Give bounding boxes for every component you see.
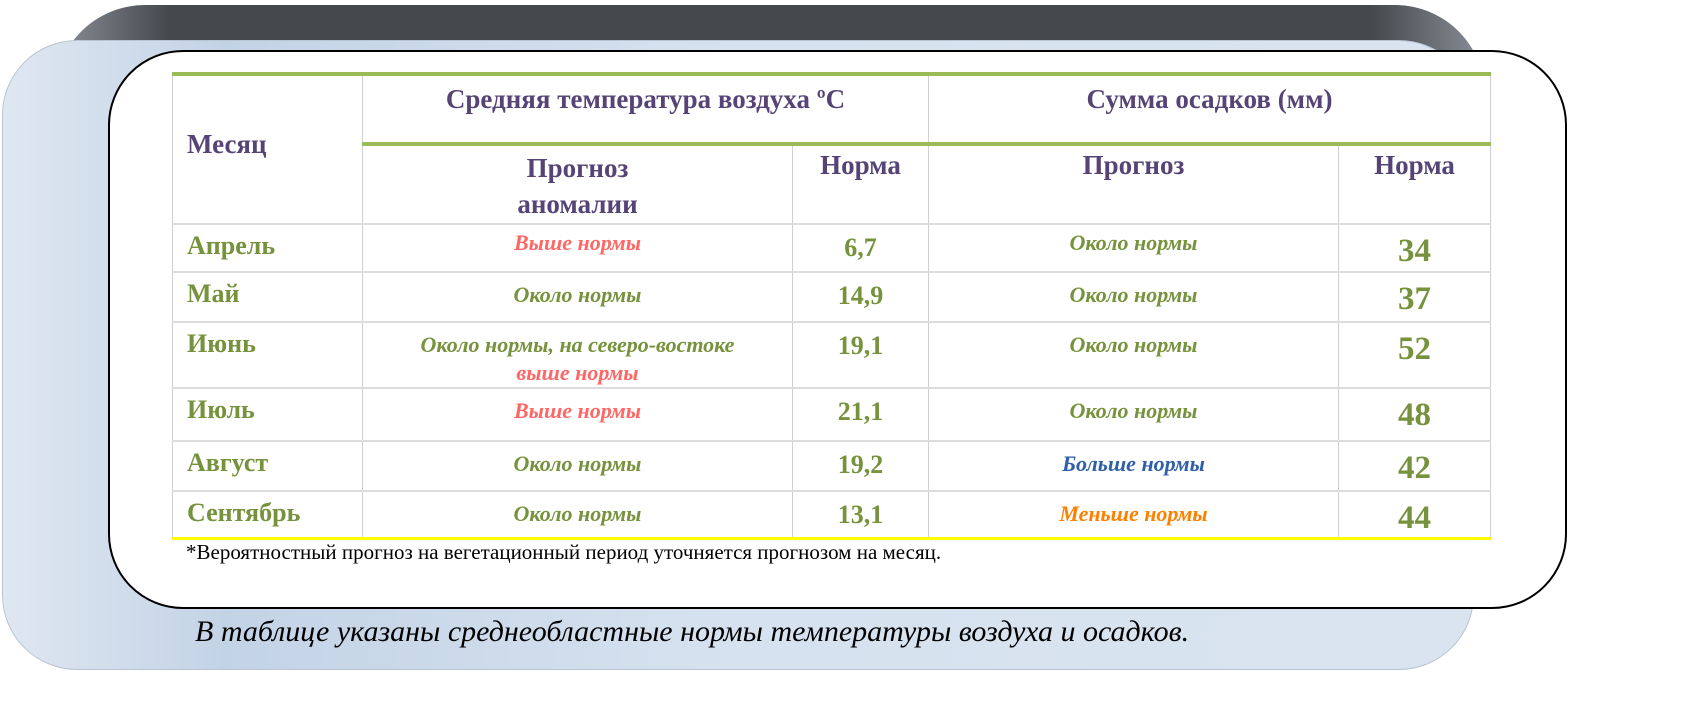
table-row: Май Около нормы 14,9 Около нормы 37 xyxy=(172,271,1492,323)
temp-norm-cell: 14,9 xyxy=(792,271,929,323)
temp-forecast-line2: выше нормы xyxy=(516,360,639,385)
table-row: Июль Выше нормы 21,1 Около нормы 48 xyxy=(172,387,1492,442)
precip-forecast-cell: Меньше нормы xyxy=(928,490,1339,540)
temp-norm-cell: 6,7 xyxy=(792,223,929,273)
temp-forecast-cell: Около нормы xyxy=(362,490,793,540)
table-row: Август Около нормы 19,2 Больше нормы 42 xyxy=(172,440,1492,492)
table-row: Сентябрь Около нормы 13,1 Меньше нормы 4… xyxy=(172,490,1492,540)
precip-forecast-cell: Около нормы xyxy=(928,321,1339,389)
precip-forecast-cell: Больше нормы xyxy=(928,440,1339,492)
precip-norm-cell: 42 xyxy=(1337,440,1492,492)
month-cell: Июль xyxy=(172,387,363,442)
header-temperature: Средняя температура воздуха ºC xyxy=(362,72,929,146)
month-cell: Август xyxy=(172,440,363,492)
forecast-table: Месяц Средняя температура воздуха ºC Сум… xyxy=(172,72,1492,540)
precip-forecast-cell: Около нормы xyxy=(928,271,1339,323)
header-norm-precip: Норма xyxy=(1337,143,1492,225)
header-precipitation: Сумма осадков (мм) xyxy=(927,72,1492,146)
month-cell: Сентябрь xyxy=(172,490,363,540)
precip-norm-cell: 37 xyxy=(1337,271,1492,323)
footnote: *Вероятностный прогноз на вегетационный … xyxy=(186,540,942,564)
header-forecast-anomaly: Прогноз аномалии xyxy=(362,143,793,225)
temp-forecast-cell: Выше нормы xyxy=(362,223,793,273)
table-row: Апрель Выше нормы 6,7 Около нормы 34 xyxy=(172,223,1492,273)
precip-forecast-cell: Около нормы xyxy=(928,387,1339,442)
table-row: Июнь Около нормы, на северо-востоке выше … xyxy=(172,321,1492,389)
precip-norm-cell: 52 xyxy=(1337,321,1492,389)
month-cell: Июнь xyxy=(172,321,363,389)
temp-forecast-line1: Около нормы, на северо-востоке xyxy=(420,332,735,357)
temp-forecast-cell: Около нормы xyxy=(362,440,793,492)
precip-norm-cell: 48 xyxy=(1337,387,1492,442)
header-month: Месяц xyxy=(172,72,363,225)
temp-forecast-cell: Выше нормы xyxy=(362,387,793,442)
precip-norm-cell: 44 xyxy=(1337,490,1492,540)
month-cell: Апрель xyxy=(172,223,363,273)
temp-forecast-cell: Около нормы xyxy=(362,271,793,323)
temp-norm-cell: 19,1 xyxy=(792,321,929,389)
caption: В таблице указаны среднеобластные нормы … xyxy=(195,615,1190,648)
precip-norm-cell: 34 xyxy=(1337,223,1492,273)
header-forecast-precip: Прогноз xyxy=(928,143,1339,225)
temp-norm-cell: 19,2 xyxy=(792,440,929,492)
temp-norm-cell: 21,1 xyxy=(792,387,929,442)
temp-norm-cell: 13,1 xyxy=(792,490,929,540)
temp-forecast-cell: Около нормы, на северо-востоке выше нормы xyxy=(362,321,793,389)
precip-forecast-cell: Около нормы xyxy=(928,223,1339,273)
header-norm-temp: Норма xyxy=(792,143,929,225)
month-cell: Май xyxy=(172,271,363,323)
